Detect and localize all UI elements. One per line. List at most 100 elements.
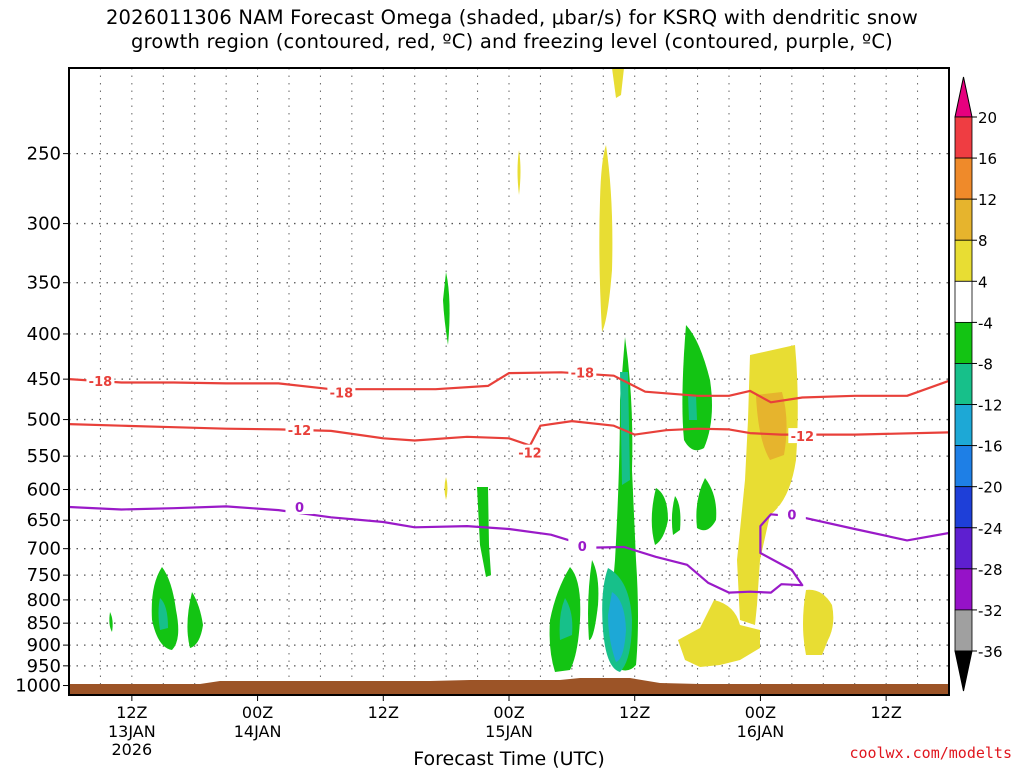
- colorbar-segment: [954, 198, 973, 241]
- contour-labels: -18 -18 -18 -12 -12 -12 0 0 0: [86, 364, 817, 555]
- y-tick-label: 850: [27, 613, 61, 634]
- y-tick-label: 900: [27, 635, 61, 656]
- contour-label: 0: [787, 508, 796, 523]
- omega-region: [696, 478, 717, 531]
- colorbar-max-arrow: [954, 76, 973, 118]
- y-tick-label: 450: [27, 369, 61, 390]
- colorbar-label: 4: [978, 273, 988, 291]
- plot-area: [69, 68, 949, 695]
- contour-label-bg: [327, 384, 356, 400]
- colorbar-label: -20: [978, 479, 1003, 497]
- title-line-2: growth region (contoured, red, ºC) and f…: [131, 30, 893, 53]
- omega-region: [599, 145, 613, 332]
- colorbar-segment: [954, 527, 973, 570]
- colorbar-segment: [954, 404, 973, 447]
- contour-label: -12: [518, 447, 542, 462]
- colorbar-label: -24: [978, 520, 1003, 538]
- colorbar-segment: [954, 157, 973, 200]
- y-tick-label: 700: [27, 539, 61, 560]
- omega-region: [517, 150, 521, 195]
- colorbar-segment: [954, 363, 973, 405]
- colorbar-label: 12: [978, 191, 997, 209]
- contour-label-bg: [285, 422, 314, 438]
- contour-layer: [69, 371, 949, 594]
- contour-label: 0: [578, 540, 587, 555]
- y-tick-label: 500: [27, 410, 61, 431]
- x-tick-label: 12Z: [116, 703, 147, 722]
- omega-region: [477, 487, 491, 577]
- omega-region: [620, 372, 630, 485]
- colorbar-label: -36: [978, 643, 1003, 661]
- colorbar-label: -8: [978, 355, 993, 373]
- omega-region: [671, 496, 681, 535]
- x-tick-sublabel: 13JAN: [108, 722, 156, 741]
- x-tick-label: 12Z: [870, 703, 901, 722]
- contour-line-0: [69, 505, 949, 594]
- colorbar-label: -32: [978, 602, 1003, 620]
- omega-region: [444, 477, 448, 500]
- contour-line--12: [69, 420, 949, 447]
- omega-region: [678, 600, 760, 667]
- y-tick-label: 550: [27, 446, 61, 467]
- colorbar-segment: [954, 321, 973, 364]
- contour-label: -18: [89, 375, 113, 390]
- y-tick-label: 350: [27, 273, 61, 294]
- y-axis: 2503003504004505005506006507007508008509…: [15, 144, 69, 697]
- colorbar-label: -12: [978, 397, 1003, 415]
- contour-label: -18: [330, 387, 354, 402]
- x-tick-label: 00Z: [493, 703, 524, 722]
- omega-region: [651, 488, 668, 545]
- colorbar-segment: [954, 116, 973, 159]
- contour-label-bg: [568, 364, 597, 380]
- omega-region: [559, 598, 573, 640]
- x-tick-sublabel: 15JAN: [485, 722, 533, 741]
- omega-region: [158, 598, 168, 630]
- x-tick-sublabel: 16JAN: [737, 722, 785, 741]
- y-tick-label: 400: [27, 324, 61, 345]
- x-axis-label: Forecast Time (UTC): [413, 748, 604, 768]
- contour-label-bg: [86, 372, 115, 388]
- contour-label: -12: [791, 430, 815, 445]
- y-tick-label: 250: [27, 144, 61, 165]
- contour-label-bg: [777, 506, 806, 522]
- x-tick-label: 00Z: [745, 703, 776, 722]
- contour-label-bg: [568, 537, 597, 553]
- omega-region: [608, 592, 626, 662]
- colorbar-segment: [954, 568, 973, 611]
- contour-label: -18: [571, 366, 595, 381]
- colorbar-segment: [954, 486, 973, 529]
- x-tick-sublabel: 2026: [111, 740, 152, 759]
- omega-region: [443, 272, 450, 345]
- y-tick-label: 650: [27, 510, 61, 531]
- colorbar-segment: [954, 445, 973, 488]
- omega-region: [756, 392, 787, 460]
- colorbar-label: -28: [978, 561, 1003, 579]
- colorbar-label: 16: [978, 150, 997, 168]
- colorbar-label: 8: [978, 232, 988, 250]
- colorbar-label: 20: [978, 109, 997, 127]
- x-tick-label: 12Z: [368, 703, 399, 722]
- title-line-1: 2026011306 NAM Forecast Omega (shaded, μ…: [105, 6, 919, 29]
- contour-line--18: [69, 371, 949, 404]
- colorbar-segment: [954, 280, 973, 323]
- colorbar-segment: [954, 609, 973, 652]
- contour-label-bg: [285, 499, 314, 515]
- colorbar: 20 16 12 8 4 -4 -8 -12 -16 -20 -24 -28 -32 -36: [954, 76, 1003, 692]
- ground-surface: [69, 678, 949, 695]
- colorbar-label: -4: [978, 314, 993, 332]
- colorbar-label: -16: [978, 438, 1003, 456]
- omega-region: [588, 560, 599, 640]
- y-tick-label: 300: [27, 214, 61, 235]
- x-tick-sublabel: 14JAN: [234, 722, 282, 741]
- y-tick-label: 950: [27, 656, 61, 677]
- contour-label: 0: [295, 501, 304, 516]
- omega-region: [612, 68, 624, 98]
- chart-title: 2026011306 NAM Forecast Omega (shaded, μ…: [0, 6, 1024, 54]
- contour-label-bg: [515, 444, 544, 460]
- x-tick-label: 00Z: [242, 703, 273, 722]
- contour-label: -12: [288, 424, 312, 439]
- omega-shading: [109, 68, 834, 672]
- contour-label-bg: [788, 428, 817, 444]
- y-tick-label: 1000: [15, 676, 61, 697]
